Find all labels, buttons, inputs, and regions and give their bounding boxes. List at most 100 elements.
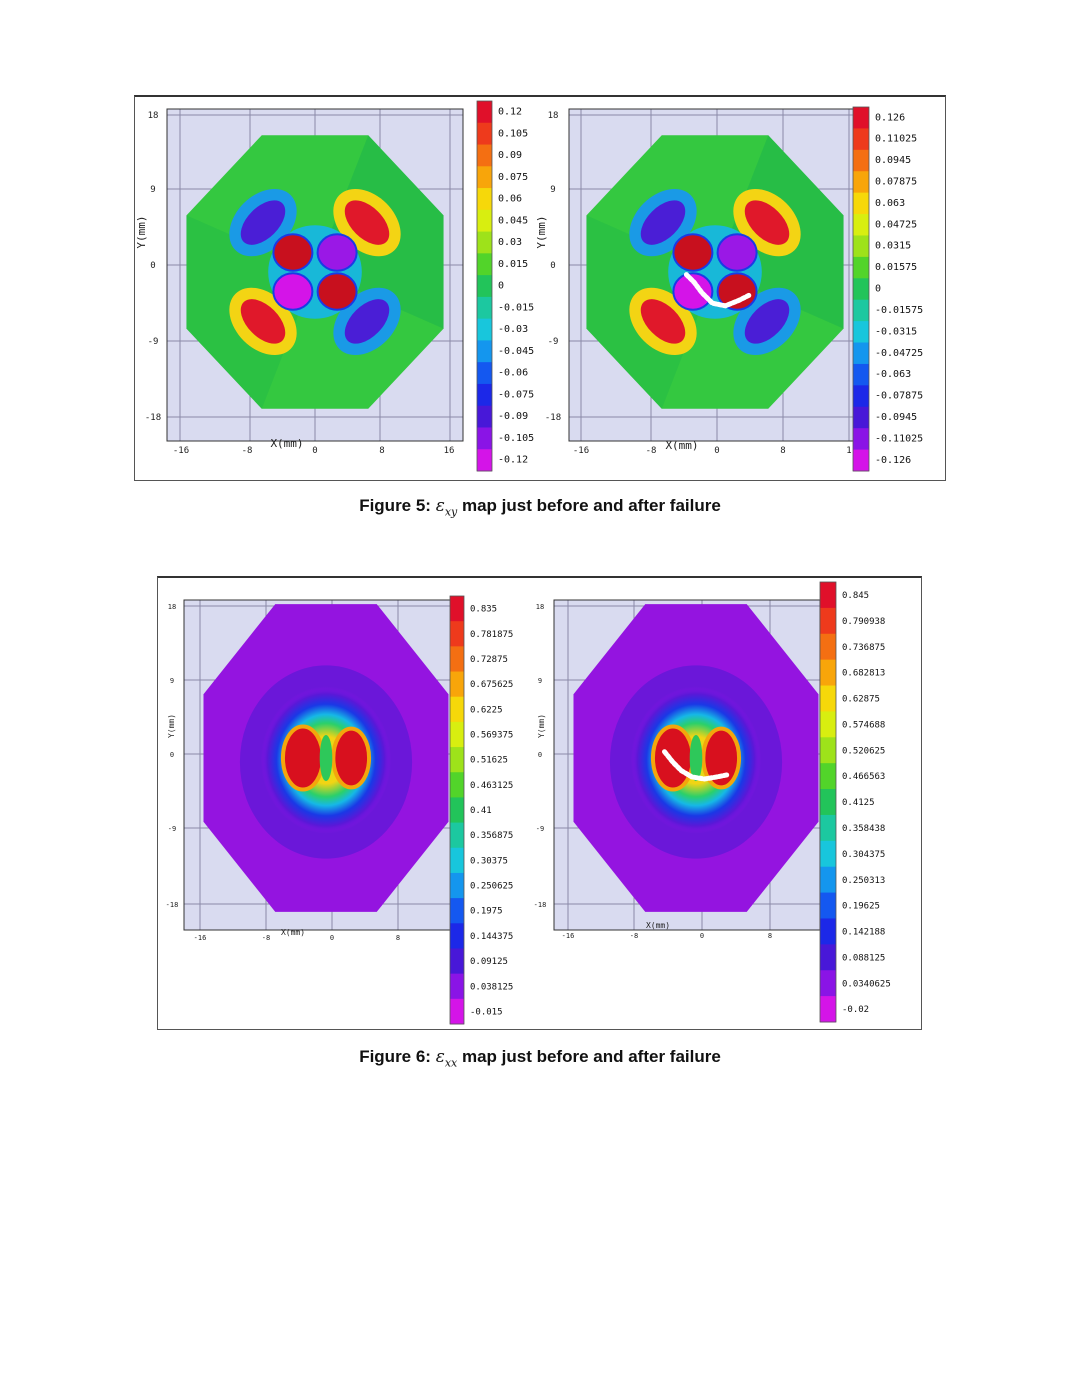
strain-center-band bbox=[689, 734, 703, 782]
colorbar-swatch bbox=[477, 383, 492, 407]
caption-suffix: map just before and after failure bbox=[457, 1047, 721, 1066]
x-tick-label: -8 bbox=[262, 934, 270, 942]
strain-center-band bbox=[319, 734, 333, 782]
colorbar-swatch bbox=[477, 231, 492, 254]
colorbar-swatch bbox=[853, 299, 869, 322]
y-tick-label: 9 bbox=[538, 677, 542, 685]
colorbar-swatch bbox=[820, 659, 836, 687]
colorbar-label: 0.015 bbox=[498, 259, 528, 270]
colorbar-label: 0.045 bbox=[498, 215, 528, 226]
colorbar-swatch bbox=[820, 582, 836, 609]
plot-frame bbox=[166, 108, 464, 442]
colorbar-swatch bbox=[853, 192, 869, 215]
colorbar-swatch bbox=[820, 633, 836, 661]
colorbar-label: 0.835 bbox=[470, 605, 497, 615]
central-quadrant bbox=[672, 233, 714, 272]
y-axis-label: Y(mm) bbox=[537, 714, 546, 738]
colorbar-swatch bbox=[450, 872, 464, 899]
colorbar-swatch bbox=[477, 101, 492, 124]
colorbar-label: -0.075 bbox=[498, 389, 534, 400]
colorbar-swatch bbox=[477, 340, 492, 363]
y-tick-label: -18 bbox=[545, 413, 561, 423]
colorbar-swatch bbox=[853, 385, 869, 408]
colorbar-swatch bbox=[450, 696, 464, 723]
colorbar-label: 0.356875 bbox=[470, 831, 513, 841]
caption-symbol: εxy bbox=[435, 496, 458, 519]
colorbar-label: 0.09125 bbox=[470, 957, 508, 967]
colorbar-label: 0.358438 bbox=[842, 824, 885, 834]
x-tick-label: 0 bbox=[700, 932, 704, 940]
strain-lobe-core bbox=[240, 299, 286, 344]
colorbar-swatch bbox=[853, 363, 869, 386]
colorbar-label: 0.250313 bbox=[842, 876, 885, 886]
colorbar-label: -0.02 bbox=[842, 1005, 869, 1015]
strain-map-panel-after-failure: -16 -8 0 8 18 9 0 -9 -18 X(mm) Y(mm) 0.845 0.790938 0… bbox=[534, 581, 891, 1023]
colorbar-label: 0.0340625 bbox=[842, 979, 891, 989]
colorbar-label: 0.09 bbox=[498, 150, 522, 161]
x-tick-label: 8 bbox=[768, 932, 772, 940]
colorbar-swatch bbox=[820, 737, 836, 764]
x-tick-label: 1 bbox=[846, 446, 851, 456]
colorbar-frame bbox=[852, 106, 870, 472]
colorbar-swatch bbox=[450, 923, 464, 949]
y-tick-label: 9 bbox=[170, 677, 174, 685]
strain-lobe-core bbox=[744, 200, 790, 245]
y-tick-label: -18 bbox=[145, 413, 161, 423]
colorbar-label: -0.126 bbox=[875, 455, 911, 466]
x-tick-label: -16 bbox=[573, 446, 589, 456]
colorbar-label: 0.51625 bbox=[470, 756, 508, 766]
colorbar-swatch bbox=[820, 970, 836, 997]
colorbar-label: -0.045 bbox=[498, 346, 534, 357]
y-tick-label: -18 bbox=[534, 901, 547, 909]
y-tick-label: 18 bbox=[548, 111, 559, 121]
colorbar-swatch bbox=[820, 918, 836, 945]
colorbar-label: 0.574688 bbox=[842, 720, 885, 730]
colorbar-label: 0.075 bbox=[498, 172, 528, 183]
figure-6-caption: Figure 6: εxx map just before and after … bbox=[0, 1047, 1080, 1069]
colorbar-swatch bbox=[853, 278, 869, 301]
y-axis-label: Y(mm) bbox=[167, 714, 176, 738]
central-quadrant bbox=[672, 272, 714, 311]
y-tick-label: -9 bbox=[536, 825, 544, 833]
colorbar-swatch bbox=[477, 253, 492, 276]
colorbar-swatch bbox=[477, 144, 492, 167]
colorbar-label: 0 bbox=[875, 284, 881, 295]
colorbar-swatch bbox=[477, 275, 492, 298]
colorbar-frame bbox=[819, 581, 837, 1023]
colorbar-swatch bbox=[450, 948, 464, 975]
colorbar-swatch bbox=[820, 996, 836, 1023]
y-tick-label: 0 bbox=[550, 261, 555, 271]
colorbar-label: 0.304375 bbox=[842, 850, 885, 860]
colorbar-swatch bbox=[450, 973, 464, 1000]
colorbar-swatch bbox=[450, 596, 464, 622]
x-tick-label: 16 bbox=[444, 446, 455, 456]
central-quadrant bbox=[316, 233, 358, 272]
colorbar-swatch bbox=[450, 671, 464, 698]
x-tick-label: 0 bbox=[330, 934, 334, 942]
crack-path-core bbox=[663, 750, 729, 781]
colorbar-swatch bbox=[853, 149, 869, 172]
colorbar-swatch bbox=[477, 318, 492, 341]
colorbar-swatch bbox=[477, 449, 492, 472]
strain-lobe-left bbox=[280, 724, 325, 792]
colorbar-label: -0.06 bbox=[498, 368, 528, 379]
colorbar-label: -0.12 bbox=[498, 455, 528, 466]
colorbar-swatch bbox=[820, 685, 836, 712]
colorbar-label: -0.105 bbox=[498, 433, 534, 444]
colorbar-label: -0.01575 bbox=[875, 305, 923, 316]
caption-symbol: εxx bbox=[435, 1047, 458, 1070]
x-tick-label: 8 bbox=[780, 446, 785, 456]
y-tick-label: 18 bbox=[536, 603, 544, 611]
colorbar-label: 0.790938 bbox=[842, 617, 885, 627]
figure-6-svg: -16 -8 0 8 18 9 0 -9 -18 X(mm) Y(mm) 0.835 0.781875 0… bbox=[166, 581, 891, 1025]
colorbar-swatch bbox=[820, 892, 836, 919]
colorbar-label: 0.04725 bbox=[875, 219, 917, 230]
colorbar-swatch bbox=[450, 747, 464, 773]
central-quadrant bbox=[716, 233, 758, 272]
figure-5-exy-maps: -16 -8 0 8 16 18 9 0 -9 -18 X(mm) Y(mm) 0.12 0.105 0.0… bbox=[134, 95, 946, 481]
central-quadrant bbox=[316, 272, 358, 311]
colorbar-label: -0.04725 bbox=[875, 348, 923, 359]
colorbar-label: 0.01575 bbox=[875, 262, 917, 273]
colorbar-frame bbox=[449, 595, 465, 1025]
colorbar-label: 0.4125 bbox=[842, 798, 875, 808]
